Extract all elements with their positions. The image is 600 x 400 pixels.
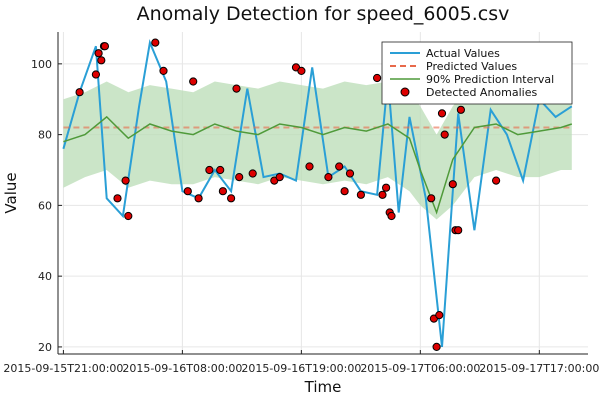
chart-title: Anomaly Detection for speed_6005.csv (137, 3, 510, 25)
anomaly-point (382, 183, 391, 192)
anomaly-point (432, 342, 441, 351)
anomaly-point (324, 173, 333, 182)
anomaly-point (97, 56, 106, 65)
plot-area: 204060801002015-09-15T21:00:002015-09-16… (3, 32, 599, 375)
y-tick-label: 40 (38, 270, 52, 283)
anomaly-point (335, 162, 344, 171)
anomaly-point (218, 187, 227, 196)
anomaly-point (151, 38, 160, 47)
anomaly-point (378, 190, 387, 199)
anomaly-point (189, 77, 198, 86)
legend-label: Actual Values (426, 47, 500, 60)
anomaly-point (456, 105, 465, 114)
x-tick-label: 2015-09-16T08:00:00 (122, 362, 242, 375)
anomaly-point (159, 66, 168, 76)
anomaly-point (437, 109, 447, 118)
interval-center-line (63, 115, 573, 215)
anomaly-point (345, 169, 355, 178)
anomaly-point (183, 187, 192, 196)
anomaly-point (435, 311, 444, 320)
anomaly-point (91, 70, 101, 79)
actual-values-line (62, 39, 573, 348)
anomaly-point (124, 211, 133, 221)
anomaly-point (275, 173, 284, 182)
anomaly-point (297, 66, 306, 76)
anomaly-point (248, 169, 257, 178)
anomaly-point (194, 194, 203, 203)
anomaly-point (305, 162, 314, 171)
anomaly-point (227, 194, 236, 203)
anomaly-point (205, 165, 214, 175)
anomaly-point (448, 180, 457, 189)
anomaly-point (492, 176, 501, 185)
y-axis-title: Value (2, 172, 20, 213)
anomaly-point (75, 88, 84, 97)
y-tick-label: 20 (38, 341, 52, 354)
anomaly-point (94, 49, 103, 58)
anomaly-point (216, 165, 225, 175)
anomaly-point (100, 42, 110, 51)
anomaly-point (340, 187, 349, 196)
anomaly-point (235, 173, 244, 182)
anomaly-point (373, 73, 382, 83)
anomaly-point (121, 176, 130, 185)
x-tick-label: 2015-09-16T19:00:00 (241, 362, 361, 375)
anomaly-point (232, 84, 241, 93)
legend-label: 90% Prediction Interval (426, 73, 554, 86)
legend-label: Predicted Values (426, 60, 517, 73)
x-tick-label: 2015-09-15T21:00:00 (3, 362, 123, 375)
anomaly-point (454, 226, 463, 235)
x-tick-label: 2015-09-17T17:00:00 (479, 362, 599, 375)
anomaly-point (440, 130, 449, 139)
y-tick-label: 100 (31, 58, 52, 71)
legend-swatch-anomaly (400, 87, 410, 97)
x-tick-label: 2015-09-17T06:00:00 (360, 362, 480, 375)
legend-label: Detected Anomalies (426, 86, 537, 99)
x-axis-title: Time (304, 378, 342, 396)
y-tick-label: 80 (38, 129, 52, 142)
y-tick-label: 60 (38, 199, 52, 212)
anomaly-point (427, 194, 436, 203)
anomaly-point (356, 190, 365, 199)
anomaly-point (387, 211, 396, 221)
anomaly-point (113, 194, 122, 203)
